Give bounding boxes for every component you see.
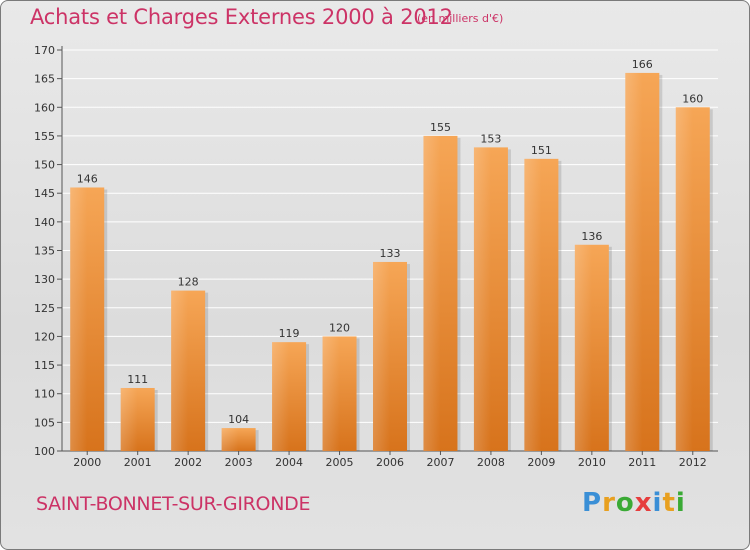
- bar-highlight: [120, 387, 138, 451]
- logo-letter: P: [582, 488, 603, 518]
- y-tick-label: 125: [34, 302, 55, 315]
- bar-highlight: [675, 107, 693, 452]
- x-tick-label: 2005: [326, 456, 354, 469]
- x-tick-label: 2010: [578, 456, 606, 469]
- bar-highlight: [373, 261, 390, 451]
- y-tick-label: 155: [34, 130, 55, 143]
- logo-letter: x: [634, 488, 653, 518]
- data-label: 128: [178, 276, 199, 289]
- bar-highlight: [524, 158, 542, 452]
- x-tick-label: 2009: [527, 456, 555, 469]
- x-tick-label: 2003: [225, 456, 253, 469]
- x-tick-label: 2011: [628, 456, 656, 469]
- data-label: 166: [632, 58, 653, 71]
- y-tick-label: 115: [34, 359, 55, 372]
- x-tick-label: 2012: [679, 456, 707, 469]
- proxiti-logo: Proxiti: [582, 488, 686, 518]
- data-label: 146: [77, 172, 98, 185]
- x-tick-label: 2004: [275, 456, 303, 469]
- logo-letter: r: [602, 488, 616, 518]
- logo-letter: i: [675, 488, 686, 518]
- y-tick-label: 150: [34, 159, 55, 172]
- axis-layer: 1001051101151201251301351401451501551601…: [34, 44, 718, 469]
- data-label: 151: [531, 144, 552, 157]
- bar-highlight: [423, 135, 441, 451]
- y-tick-label: 110: [34, 388, 55, 401]
- x-tick-label: 2001: [124, 456, 152, 469]
- data-label: 119: [279, 327, 300, 340]
- chart-title: Achats et Charges Externes 2000 à 2012: [30, 5, 453, 29]
- y-tick-label: 135: [34, 245, 55, 258]
- chart-subtitle: (en milliers d'€): [417, 12, 504, 25]
- bar-layer: [70, 72, 713, 452]
- x-tick-label: 2000: [73, 456, 101, 469]
- x-tick-label: 2006: [376, 456, 404, 469]
- y-tick-label: 100: [34, 445, 55, 458]
- x-tick-label: 2002: [174, 456, 202, 469]
- x-tick-label: 2008: [477, 456, 505, 469]
- x-tick-label: 2007: [426, 456, 454, 469]
- label-layer: 146 111 128 104 119 120 133 155 153 151 136 166 160: [77, 58, 704, 426]
- bar-highlight: [473, 147, 491, 451]
- bar-highlight: [171, 290, 189, 451]
- data-label: 111: [127, 373, 148, 386]
- y-tick-label: 140: [34, 216, 55, 229]
- data-label: 155: [430, 121, 451, 134]
- y-tick-label: 145: [34, 187, 55, 200]
- bar-highlight: [221, 428, 239, 451]
- data-label: 104: [228, 413, 249, 426]
- y-tick-label: 160: [34, 101, 55, 114]
- bar-highlight: [272, 342, 290, 451]
- y-tick-label: 130: [34, 273, 55, 286]
- bar-highlight: [574, 244, 592, 451]
- place-name: SAINT-BONNET-SUR-GIRONDE: [36, 493, 311, 515]
- logo-letter: o: [615, 488, 635, 518]
- logo-letter: i: [652, 488, 663, 518]
- data-label: 160: [682, 92, 703, 105]
- y-tick-label: 120: [34, 330, 55, 343]
- y-tick-label: 105: [34, 416, 55, 429]
- bar-highlight: [625, 72, 643, 452]
- bar-highlight: [70, 187, 88, 451]
- data-label: 133: [380, 247, 401, 260]
- y-tick-label: 170: [34, 44, 55, 57]
- bar-highlight: [322, 336, 340, 451]
- y-tick-label: 165: [34, 73, 55, 86]
- data-label: 136: [581, 230, 602, 243]
- data-label: 153: [480, 132, 501, 145]
- data-label: 120: [329, 321, 350, 334]
- logo-letter: t: [662, 488, 676, 518]
